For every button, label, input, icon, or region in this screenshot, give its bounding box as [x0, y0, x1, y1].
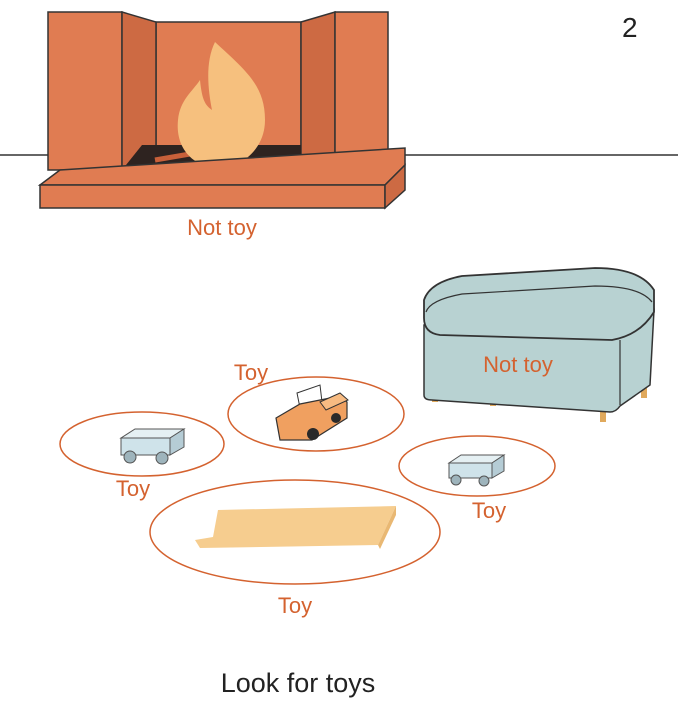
left-cart-circle	[59, 411, 225, 477]
fireplace: Not toy	[37, 10, 406, 240]
caption: Look for toys	[220, 668, 376, 698]
left-cart-side	[169, 428, 185, 456]
ottoman-leg	[641, 388, 647, 398]
truck-hood	[319, 392, 349, 411]
fireplace-left-wall	[47, 11, 123, 171]
truck-circle	[227, 376, 405, 452]
fireplace-right-side	[300, 10, 336, 171]
ottoman-cushion-edge	[425, 285, 653, 313]
left-cart-toy: Toy	[59, 411, 225, 501]
right-cart-circle	[398, 435, 556, 497]
right-cart-toy: Toy	[398, 435, 556, 523]
board-edge	[378, 506, 396, 549]
ottoman-leg	[600, 410, 606, 422]
board-shape	[195, 506, 396, 548]
fireplace-right-wall	[334, 11, 389, 171]
right-cart-wheel	[450, 474, 462, 486]
left-cart-label: Toy	[116, 476, 150, 501]
fireplace-base-side	[384, 163, 406, 210]
right-cart-wheel	[478, 475, 490, 487]
board-label: Toy	[278, 593, 312, 618]
flame-icon	[177, 42, 265, 168]
ottoman-label: Not toy	[483, 352, 553, 377]
left-cart-wheel	[123, 450, 137, 464]
board-toy: Toy	[149, 479, 441, 618]
left-cart-wheel	[155, 451, 169, 465]
page-number: 2	[622, 12, 638, 43]
right-cart-side	[491, 454, 505, 479]
board-circle	[149, 479, 441, 585]
truck-toy: Toy	[227, 360, 405, 452]
ottoman: Not toy	[423, 267, 655, 422]
truck-wheel	[331, 413, 341, 423]
ottoman-cushion	[423, 267, 655, 341]
right-cart-label: Toy	[472, 498, 506, 523]
fireplace-base-front	[39, 184, 386, 209]
truck-label: Toy	[234, 360, 268, 385]
truck-wheel	[307, 428, 319, 440]
fireplace-label: Not toy	[187, 215, 257, 240]
